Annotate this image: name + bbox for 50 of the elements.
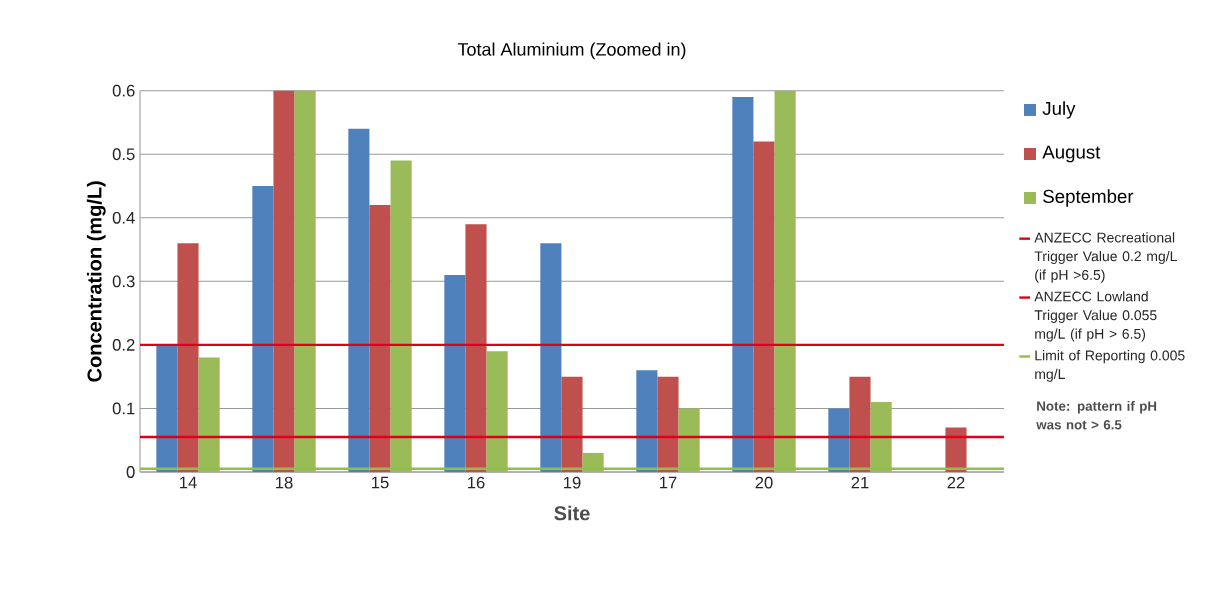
bar (348, 128, 370, 472)
bar (753, 141, 775, 472)
bar (465, 224, 487, 472)
legend-label: ANZECC Recreational Trigger Value 0.2 mg/L (if pH >6.5) (1034, 232, 1177, 283)
chart-title: Total Aluminium (Zoomed in) (457, 42, 686, 60)
bar (828, 408, 850, 472)
bar (390, 160, 412, 472)
y-tick-label: 0.6 (112, 84, 135, 97)
bar (774, 90, 796, 472)
bar (561, 376, 583, 472)
y-tick-label: 0.1 (112, 402, 135, 415)
legend-label: ANZECC Lowland Trigger Value 0.055 mg/L (if pH > 6.5) (1034, 291, 1157, 342)
legend-label: August (1042, 145, 1101, 163)
text: Note: pattern if pH was not > 6.5 (1036, 401, 1157, 430)
x-tick-label: 18 (276, 476, 293, 489)
x-tick-label: 14 (180, 476, 197, 489)
bar (252, 186, 274, 472)
x-tick-label: 21 (851, 476, 869, 489)
bar (198, 357, 220, 472)
x-tick-label: 17 (660, 476, 677, 489)
y-axis-title: Concentration (mg/L) (86, 181, 106, 382)
bar (870, 402, 892, 472)
bar (636, 370, 658, 472)
bar (678, 408, 700, 472)
y-tick-label: 0.4 (112, 211, 135, 224)
x-tick-label: 15 (372, 476, 389, 489)
y-tick-label: 0.5 (112, 148, 135, 161)
bar (273, 90, 295, 472)
bar (156, 344, 178, 472)
x-tick-label: 19 (564, 476, 581, 489)
x-tick-label: 16 (468, 476, 485, 489)
legend-label: Limit of Reporting 0.005 mg/L (1035, 350, 1185, 382)
x-tick-label: 20 (755, 476, 773, 489)
bar (486, 351, 508, 472)
bar (294, 90, 316, 472)
y-tick-label: 0 (126, 466, 135, 478)
x-axis-title: Site (554, 505, 590, 521)
legend-label: September (1043, 189, 1134, 207)
bar (657, 376, 679, 472)
bar (732, 97, 754, 472)
bar (849, 376, 871, 472)
bar (540, 243, 562, 472)
x-tick-label: 22 (947, 476, 965, 489)
y-tick-label: 0.2 (112, 339, 135, 351)
bar (369, 205, 391, 472)
bar (945, 427, 967, 472)
legend-label: July (1042, 101, 1076, 119)
y-tick-label: 0.3 (112, 275, 135, 288)
bar (444, 274, 466, 472)
bar (177, 243, 199, 472)
